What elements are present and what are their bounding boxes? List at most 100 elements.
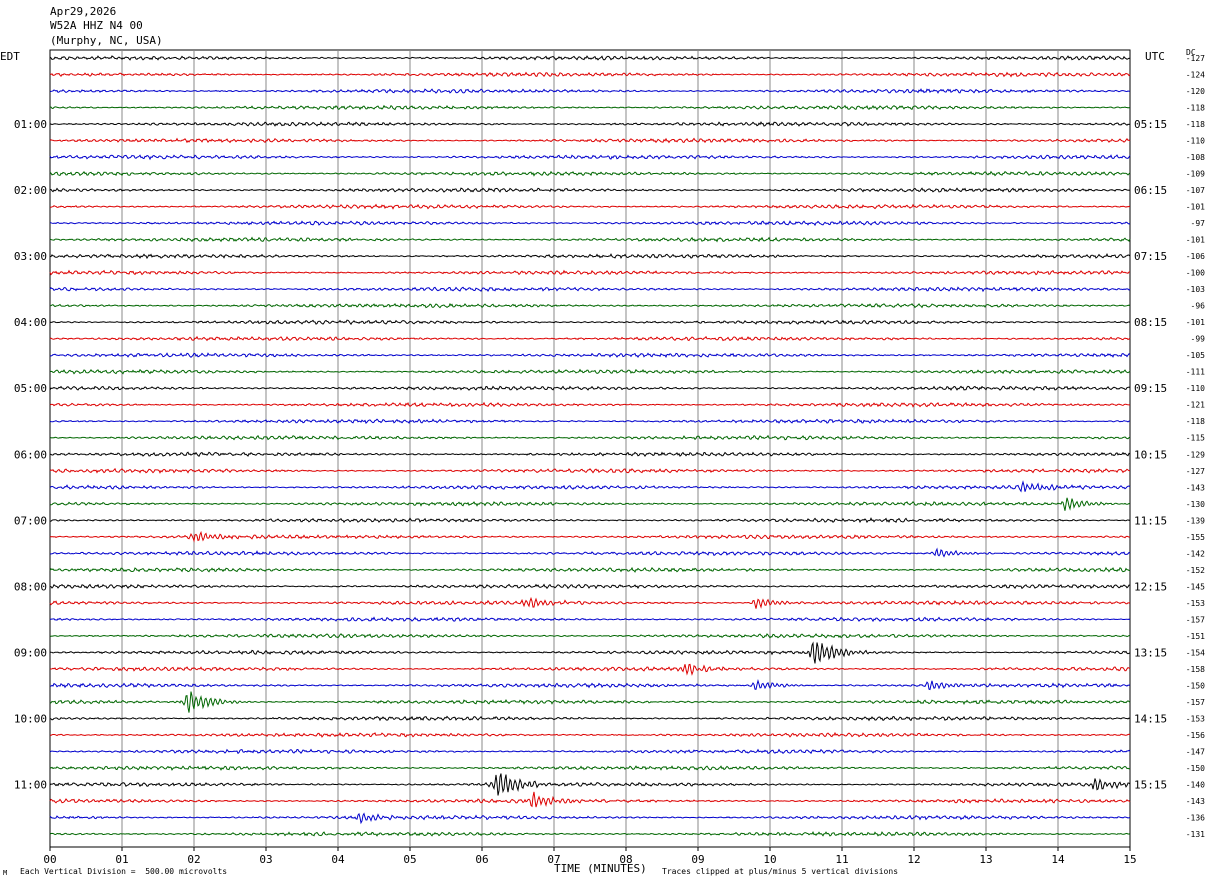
dc-offset-value: -145 bbox=[1186, 582, 1205, 591]
seismic-trace-row bbox=[49, 467, 1131, 474]
seismic-trace-row bbox=[49, 385, 1131, 391]
x-tick-label: 06 bbox=[475, 853, 488, 866]
x-tick-label: 03 bbox=[259, 853, 272, 866]
right-hour-label: 14:15 bbox=[1134, 712, 1167, 725]
seismic-trace-row bbox=[49, 71, 1131, 78]
seismic-trace-row bbox=[49, 748, 1131, 755]
seismic-trace-row bbox=[49, 596, 1131, 609]
right-hour-label: 05:15 bbox=[1134, 118, 1167, 131]
dc-offset-value: -101 bbox=[1186, 203, 1205, 212]
dc-offset-value: -118 bbox=[1186, 120, 1205, 129]
dc-offset-value: -139 bbox=[1186, 516, 1205, 525]
dc-offset-value: -115 bbox=[1186, 434, 1205, 443]
minute-gridlines bbox=[49, 49, 1131, 848]
dc-offset-value: -96 bbox=[1191, 302, 1206, 311]
right-timezone-label: UTC bbox=[1145, 50, 1165, 63]
x-tick-label: 12 bbox=[907, 853, 920, 866]
seismic-trace-row bbox=[49, 236, 1131, 243]
x-axis-ticks: 00 01 02 03 04 05 06 07 08 09 10 11 12 13 14 15 bbox=[43, 847, 1137, 866]
seismic-trace-row bbox=[49, 253, 1131, 260]
dc-offset-value: -129 bbox=[1186, 450, 1205, 459]
seismic-trace-row bbox=[49, 352, 1131, 359]
x-tick-label: 07 bbox=[547, 853, 560, 866]
left-hour-label: 09:00 bbox=[14, 646, 47, 659]
x-tick-label: 14 bbox=[1051, 853, 1065, 866]
dc-offset-value: -158 bbox=[1186, 665, 1205, 674]
dc-offset-value: -108 bbox=[1186, 153, 1205, 162]
dc-offset-value: -111 bbox=[1186, 368, 1205, 377]
x-tick-label: 04 bbox=[331, 853, 345, 866]
seismic-trace-row bbox=[49, 715, 1131, 722]
seismic-trace-row bbox=[49, 566, 1131, 573]
seismic-trace-row bbox=[49, 319, 1131, 326]
x-tick-label: 13 bbox=[979, 853, 992, 866]
x-tick-label: 00 bbox=[43, 853, 56, 866]
seismic-trace-row bbox=[49, 137, 1131, 144]
seismic-trace-row bbox=[49, 517, 1131, 524]
seismic-trace-row bbox=[49, 203, 1131, 210]
plot-frame bbox=[49, 49, 1131, 848]
x-tick-label: 15 bbox=[1123, 853, 1136, 866]
seismic-trace-row bbox=[49, 170, 1131, 177]
dc-offset-value: -147 bbox=[1186, 747, 1205, 756]
dc-offset-value: -130 bbox=[1186, 500, 1205, 509]
seismic-trace-row bbox=[49, 187, 1131, 193]
x-tick-label: 01 bbox=[115, 853, 128, 866]
seismic-trace-row bbox=[50, 678, 1131, 691]
dc-offset-value: -101 bbox=[1186, 236, 1205, 245]
seismic-trace-row bbox=[49, 547, 1131, 558]
dc-offset-value: -150 bbox=[1186, 764, 1205, 773]
dc-offset-value: -156 bbox=[1186, 731, 1205, 740]
right-hour-label: 12:15 bbox=[1134, 580, 1167, 593]
dc-offset-value: -106 bbox=[1186, 252, 1205, 261]
dc-offset-label: DC bbox=[1186, 48, 1196, 57]
seismic-trace-row bbox=[49, 220, 1131, 227]
seismic-trace-row bbox=[49, 368, 1131, 375]
seismic-trace-row bbox=[49, 480, 1131, 493]
seismic-trace-row bbox=[49, 154, 1131, 161]
dc-offset-value: -150 bbox=[1186, 681, 1205, 690]
dc-offset-value: -124 bbox=[1186, 71, 1205, 80]
station-code: W52A HHZ N4 00 bbox=[50, 19, 143, 32]
dc-offset-value: -157 bbox=[1186, 698, 1205, 707]
seismic-trace-row bbox=[49, 765, 1131, 771]
dc-offset-value: -105 bbox=[1186, 351, 1205, 360]
dc-offset-value: -143 bbox=[1186, 797, 1205, 806]
seismic-trace-row bbox=[49, 434, 1131, 441]
scale-note: Each Vertical Division = 500.00 microvol… bbox=[20, 867, 228, 876]
left-hour-label: 03:00 bbox=[14, 250, 47, 263]
seismic-trace-row bbox=[49, 691, 1131, 713]
dc-offset-value: -120 bbox=[1186, 87, 1205, 96]
right-hour-label: 10:15 bbox=[1134, 448, 1167, 461]
seismic-trace-row bbox=[49, 104, 1131, 111]
seismic-traces bbox=[49, 55, 1131, 837]
x-axis-title: TIME (MINUTES) bbox=[554, 862, 647, 875]
seismic-trace-row bbox=[49, 302, 1131, 309]
dc-offset-value: -101 bbox=[1186, 318, 1205, 327]
x-tick-label: 09 bbox=[691, 853, 704, 866]
dc-offset-value: -151 bbox=[1186, 632, 1205, 641]
x-tick-label: 05 bbox=[403, 853, 416, 866]
dc-offset-value: -142 bbox=[1186, 549, 1205, 558]
dc-offset-value: -99 bbox=[1191, 335, 1206, 344]
seismic-trace-row bbox=[49, 641, 1131, 664]
dc-offset-value: -110 bbox=[1186, 384, 1205, 393]
seismic-trace-row bbox=[50, 583, 1130, 590]
seismic-trace-row bbox=[49, 530, 1131, 543]
seismic-trace-row bbox=[49, 731, 1131, 738]
dc-offset-value: -118 bbox=[1186, 104, 1205, 113]
dc-offset-value: -153 bbox=[1186, 599, 1205, 608]
x-tick-label: 02 bbox=[187, 853, 200, 866]
dc-offset-value: -157 bbox=[1186, 615, 1205, 624]
seismic-trace-row bbox=[49, 269, 1131, 276]
left-hour-label: 06:00 bbox=[14, 448, 47, 461]
right-hour-label: 06:15 bbox=[1134, 184, 1167, 197]
dc-offset-value: -153 bbox=[1186, 714, 1205, 723]
dc-offset-value: -118 bbox=[1186, 417, 1205, 426]
right-hour-label: 11:15 bbox=[1134, 514, 1167, 527]
seismic-trace-row bbox=[49, 497, 1131, 511]
dc-offset-value: -154 bbox=[1186, 648, 1205, 657]
right-hour-label: 07:15 bbox=[1134, 250, 1167, 263]
dc-offset-value: -110 bbox=[1186, 137, 1205, 146]
left-hour-label: 08:00 bbox=[14, 580, 47, 593]
